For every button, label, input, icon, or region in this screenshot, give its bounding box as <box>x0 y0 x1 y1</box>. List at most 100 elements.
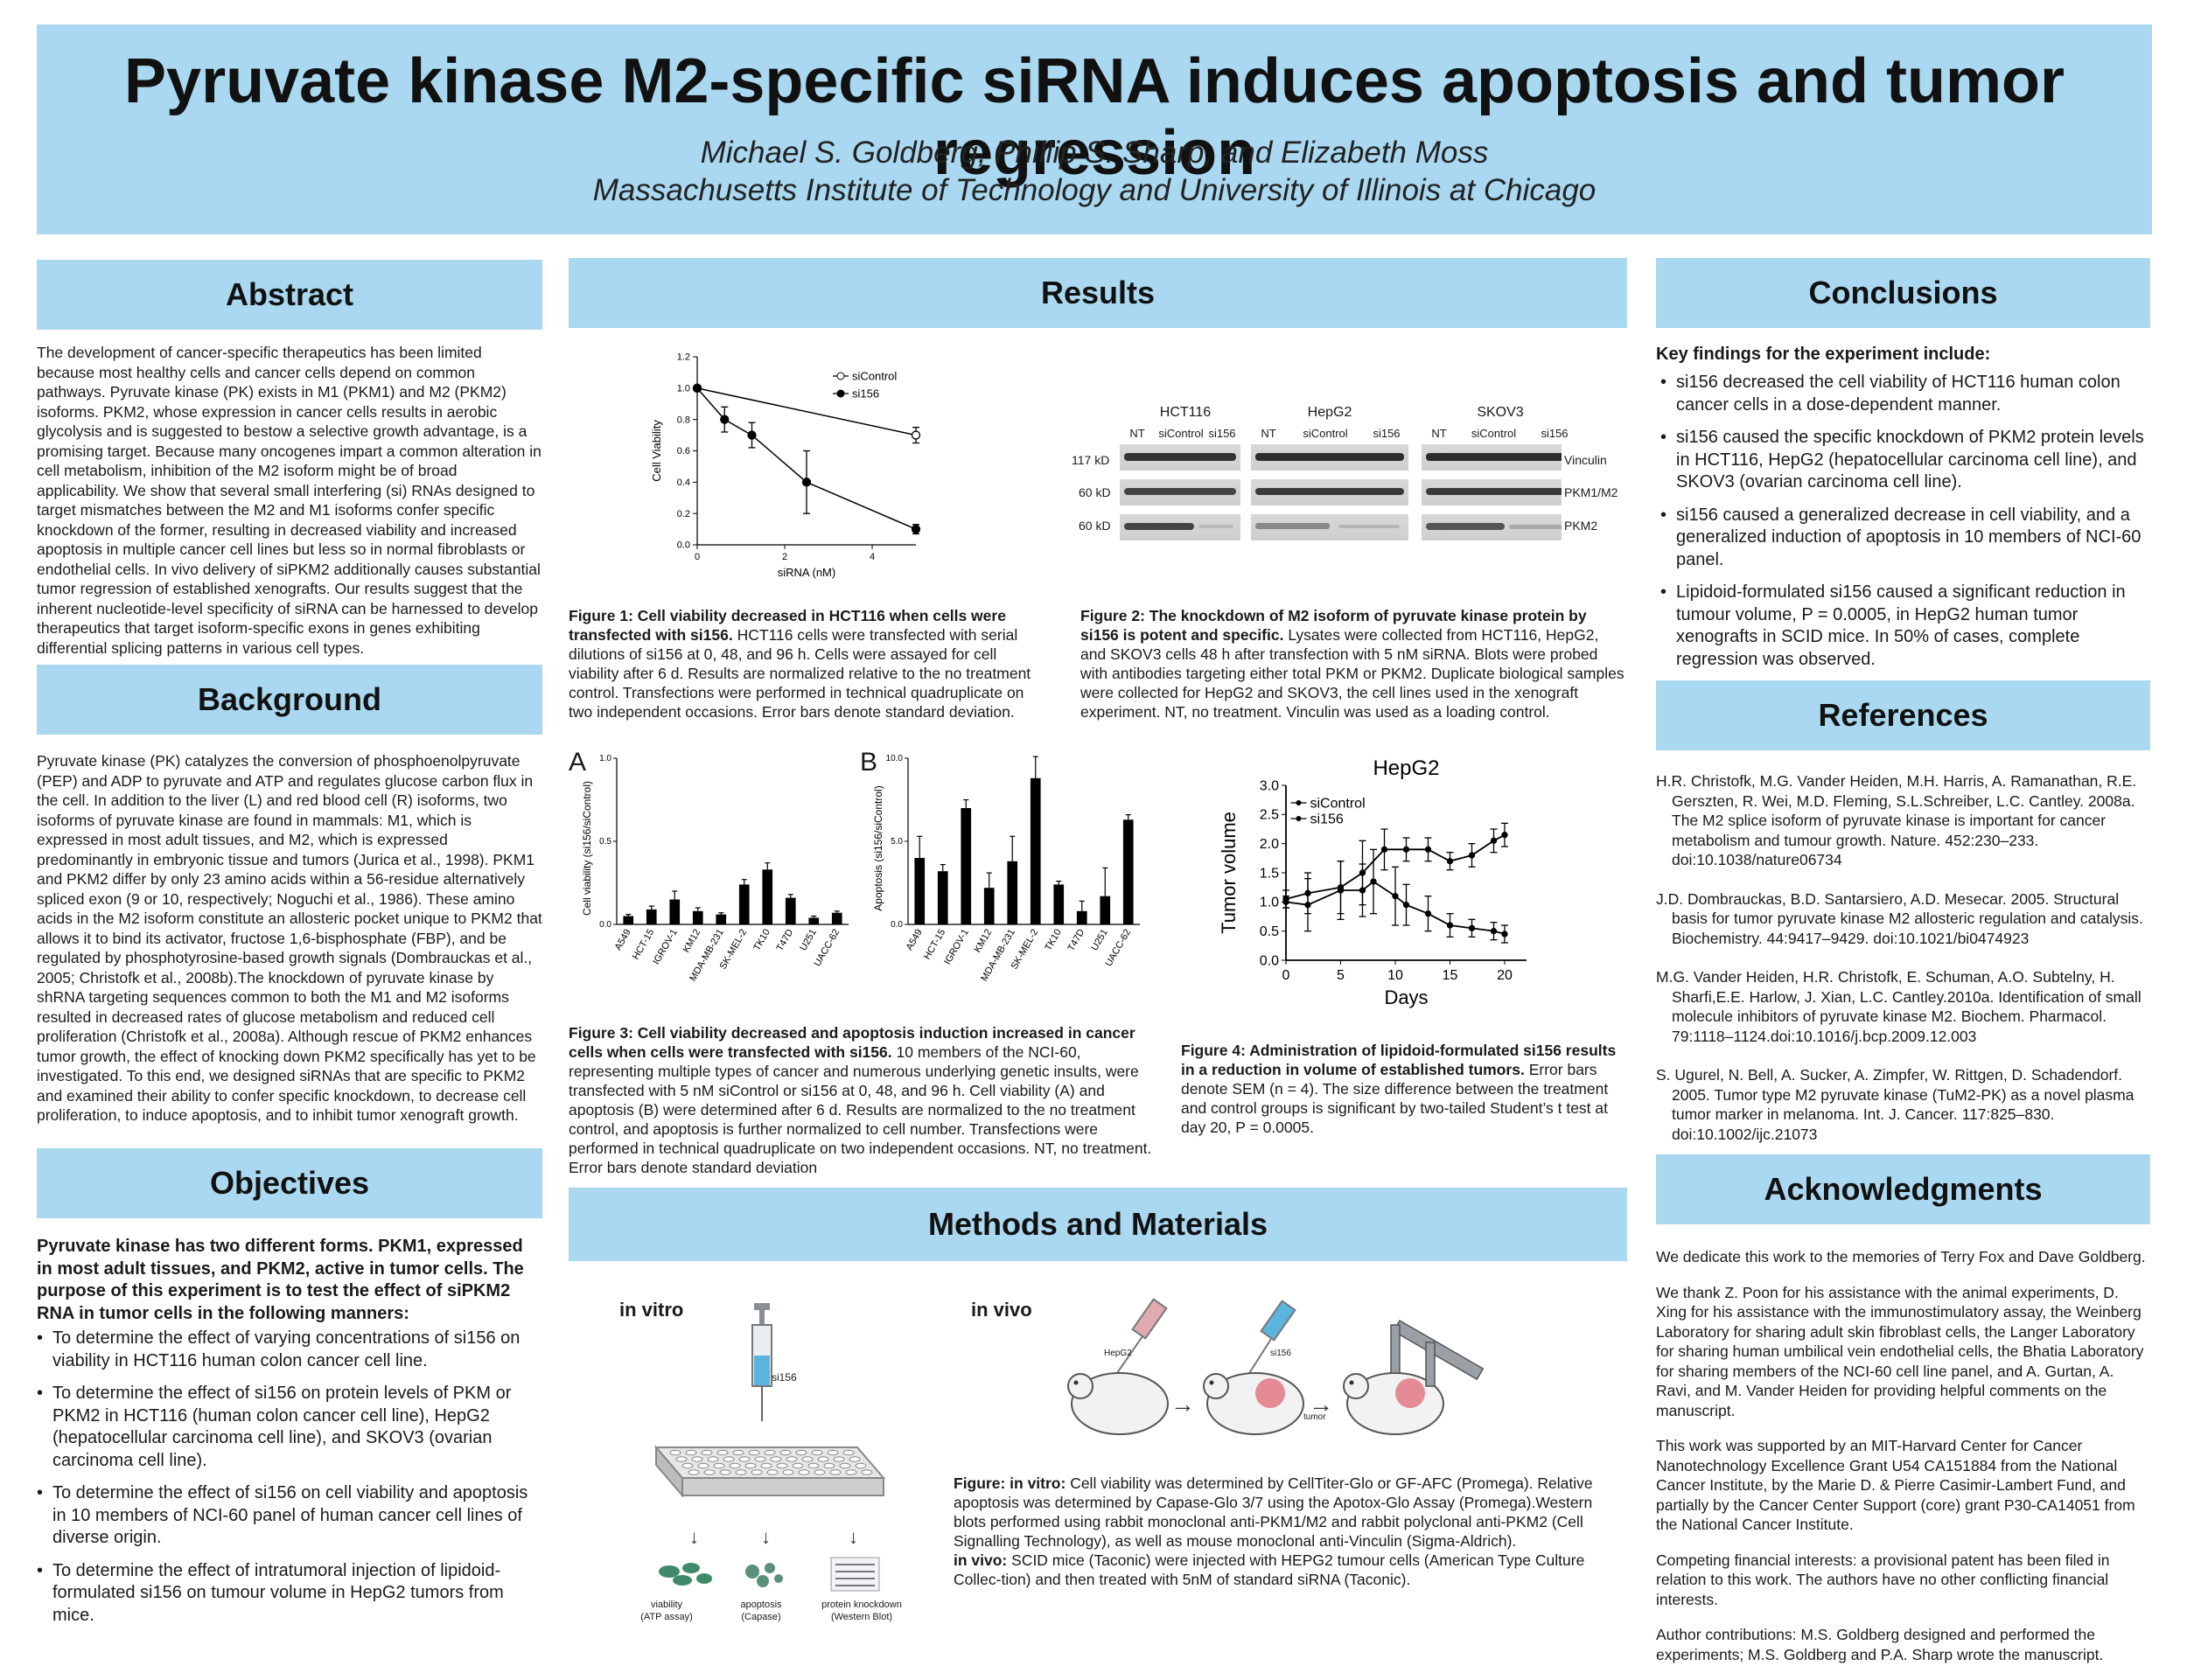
y-tick-label: 0.0 <box>599 920 611 930</box>
ack-paragraph: We thank Z. Poon for his assistance with… <box>1656 1283 2144 1419</box>
data-point <box>1490 928 1498 935</box>
well <box>842 1449 855 1456</box>
reference-item: M.G. Vander Heiden, H.R. Christofk, E. S… <box>1656 968 2142 1045</box>
figure-2-western-blot: HCT116 HepG2 SKOV3 NT siControl si156 NT… <box>1072 350 1623 547</box>
acknowledgments-heading: Acknowledgments <box>1656 1154 2150 1224</box>
blot-lane-label: siControl <box>1158 427 1204 440</box>
legend-label: si156 <box>1310 812 1344 826</box>
data-point <box>1392 893 1399 900</box>
well <box>795 1449 807 1456</box>
objective-item: To determine the effect of si156 on prot… <box>37 1383 542 1472</box>
mouse-with-tumor-icon <box>1203 1372 1304 1435</box>
well <box>719 1469 731 1475</box>
y-tick-label: 0.0 <box>891 920 903 930</box>
bar-HCT-15 <box>646 909 657 924</box>
well <box>701 1449 713 1456</box>
bar-KM12 <box>983 888 995 924</box>
poster-title: Pyruvate kinase M2-specific siRNA induce… <box>124 46 2065 188</box>
western-blot-icon <box>830 1557 880 1592</box>
title-banner <box>37 24 2152 234</box>
x-tick-label: 10 <box>1387 968 1403 983</box>
figure-2-caption: Figure 2: The knockdown of M2 isoform of… <box>1080 607 1625 721</box>
well <box>779 1449 792 1456</box>
y-tick-label: 1.0 <box>1260 896 1279 910</box>
x-tick-label: T47D <box>1066 927 1087 952</box>
ack-paragraph: We dedicate this work to the memories of… <box>1656 1248 2146 1265</box>
reference-item: J.D. Dombrauckas, B.D. Santarsiero, A.D.… <box>1656 889 2143 947</box>
data-point <box>1337 887 1345 894</box>
well <box>786 1456 798 1462</box>
blot-lane-label: NT <box>1129 427 1145 440</box>
legend-label: siControl <box>1310 796 1366 811</box>
bar-U251 <box>1100 896 1111 924</box>
well <box>798 1469 810 1475</box>
data-point <box>1402 902 1410 909</box>
hepg2-syringe-icon <box>1110 1298 1168 1383</box>
bar-MDA-MB-231 <box>1007 861 1018 924</box>
well <box>770 1456 782 1462</box>
vivo-label-tumor: tumor <box>1303 1412 1326 1422</box>
y-tick-label: 0.4 <box>677 478 690 488</box>
methods-heading: Methods and Materials <box>569 1188 1627 1261</box>
well <box>823 1462 835 1469</box>
well <box>697 1462 709 1469</box>
figure-3b-chart: 0.0 5.0 10.0 Apoptosis (si156/siControl) A54… <box>872 754 1140 983</box>
data-point <box>1304 902 1311 909</box>
well <box>713 1462 725 1469</box>
reference-item: H.R. Christofk, M.G. Vander Heiden, M.H.… <box>1656 772 2137 868</box>
methods-caption: Figure: in vitro: Cell viability was det… <box>954 1474 1593 1588</box>
blot-lane-label: NT <box>1261 427 1276 440</box>
well <box>801 1456 814 1462</box>
well <box>729 1462 741 1469</box>
y-tick-label: 1.2 <box>677 352 690 363</box>
blot-cellline-skov3: SKOV3 <box>1477 405 1524 420</box>
acknowledgments-text: We dedicate this work to the memories of… <box>1656 1247 2150 1680</box>
references-heading: References <box>1656 680 2150 750</box>
well <box>776 1462 788 1469</box>
well <box>839 1462 851 1469</box>
apoptosis-cells-icon <box>745 1563 783 1587</box>
blot-lane-label: si156 <box>1208 427 1236 440</box>
in-vivo-illustration: → → <box>1067 1298 1485 1435</box>
conclusions-heading: Conclusions <box>1656 258 2150 328</box>
in-vitro-illustration: ↓ ↓ ↓ <box>653 1303 886 1592</box>
y-tick-label: 1.0 <box>677 384 690 394</box>
svg-text:↓: ↓ <box>849 1526 858 1548</box>
objectives-list: To determine the effect of varying conce… <box>37 1328 542 1637</box>
x-tick-label: 15 <box>1443 968 1458 983</box>
x-tick-label: A549 <box>613 928 633 952</box>
well <box>691 1456 703 1462</box>
references-list: H.R. Christofk, M.G. Vander Heiden, M.H.… <box>1656 771 2150 1163</box>
objective-item: To determine the effect of si156 on cell… <box>37 1482 542 1550</box>
x-tick-label: TK10 <box>751 928 772 953</box>
well <box>861 1469 873 1475</box>
figure-1-chart: 0.0 0.2 0.4 0.6 0.8 1.0 1.2 0 2 4 siRNA (nM) Cell V… <box>650 352 921 579</box>
figure-3-panel-b-label: B <box>860 748 878 777</box>
mouse-icon <box>1067 1372 1169 1435</box>
legend-marker <box>836 389 845 398</box>
well <box>748 1449 760 1456</box>
objectives-heading: Objectives <box>37 1148 542 1218</box>
background-text: Pyruvate kinase (PK) catalyzes the conve… <box>37 752 542 1124</box>
blot-cellline-hepg2: HepG2 <box>1307 405 1352 420</box>
bar-IGROV-1 <box>669 899 681 924</box>
x-tick-label: HCT-15 <box>922 928 947 962</box>
data-point <box>1501 832 1508 839</box>
blot-lane-label: NT <box>1431 427 1447 440</box>
well <box>760 1462 772 1469</box>
methods-in-vivo-label: in vivo <box>971 1299 1032 1321</box>
figure-3-panel-a-label: A <box>569 748 587 777</box>
well <box>735 1469 747 1475</box>
well <box>807 1462 820 1469</box>
well <box>669 1449 681 1456</box>
data-point <box>720 415 730 424</box>
well <box>782 1469 794 1475</box>
blot-cellline-hct116: HCT116 <box>1159 405 1212 420</box>
syringe-icon <box>751 1303 772 1421</box>
bar-TK10 <box>1053 884 1065 924</box>
viability-cells-icon <box>659 1563 712 1586</box>
bar-UACC-62 <box>831 912 842 924</box>
x-tick-label: 0 <box>1282 968 1290 983</box>
bar-SK-MEL-2 <box>738 884 750 924</box>
x-tick-label: HCT-15 <box>631 928 656 962</box>
